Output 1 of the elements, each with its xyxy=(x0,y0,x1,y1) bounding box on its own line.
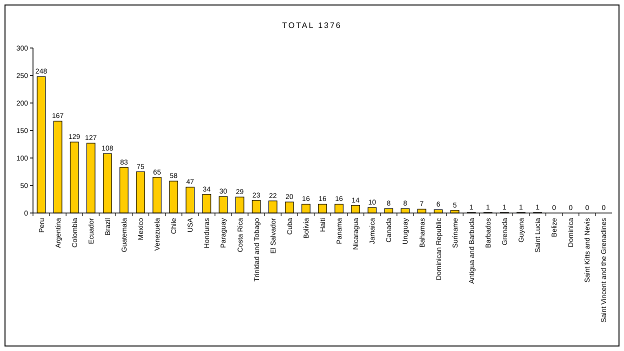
chart-title: TOTAL 1376 xyxy=(282,21,342,30)
